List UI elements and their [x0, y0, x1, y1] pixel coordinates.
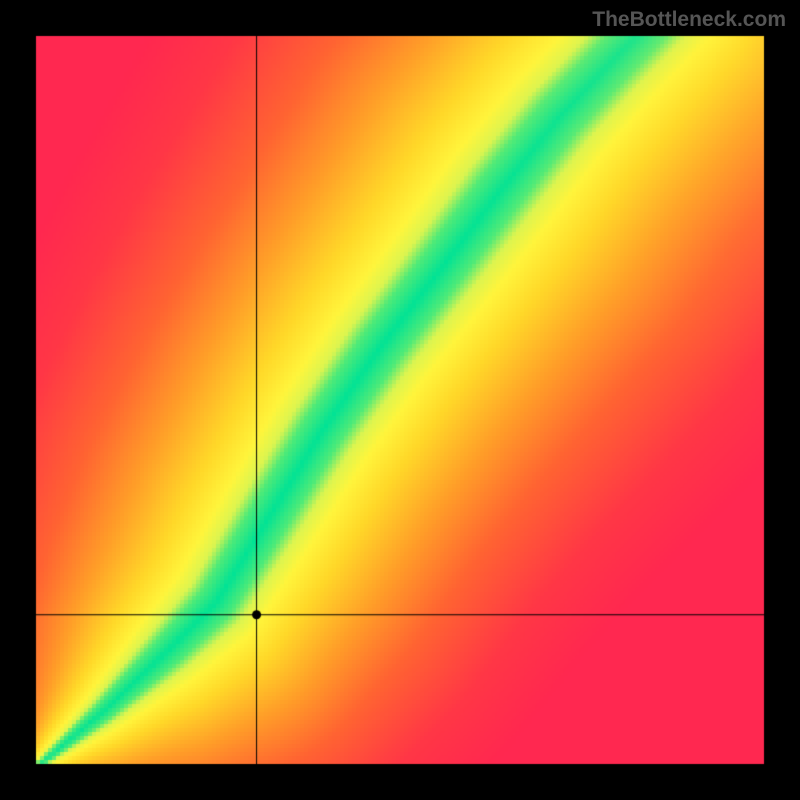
watermark-label: TheBottleneck.com [592, 8, 786, 32]
chart-container: TheBottleneck.com [0, 0, 800, 800]
bottleneck-heatmap [0, 0, 800, 800]
